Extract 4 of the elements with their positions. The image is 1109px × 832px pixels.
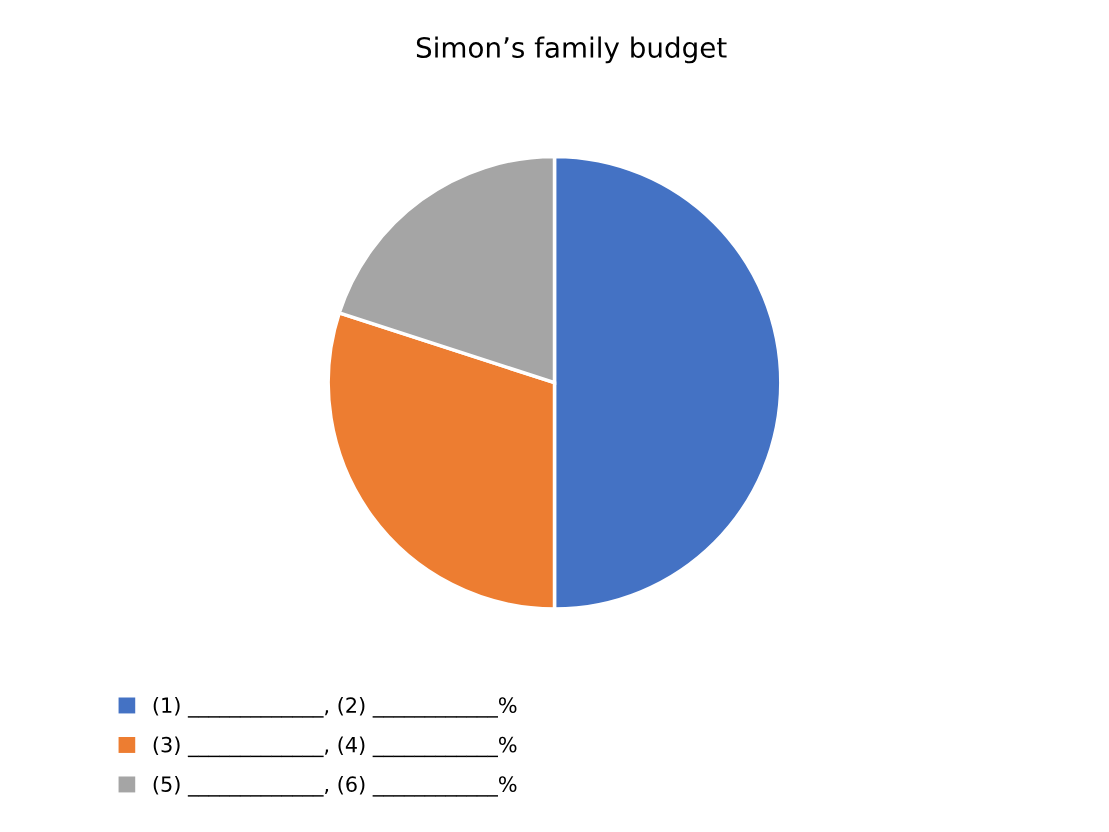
chart-title: Simon’s family budget xyxy=(416,36,727,64)
legend-label: (1) _____________, (2) ____________% xyxy=(153,696,517,718)
legend-label: (5) _____________, (6) ____________% xyxy=(153,775,517,797)
legend-label: (3) _____________, (4) ____________% xyxy=(153,736,517,758)
